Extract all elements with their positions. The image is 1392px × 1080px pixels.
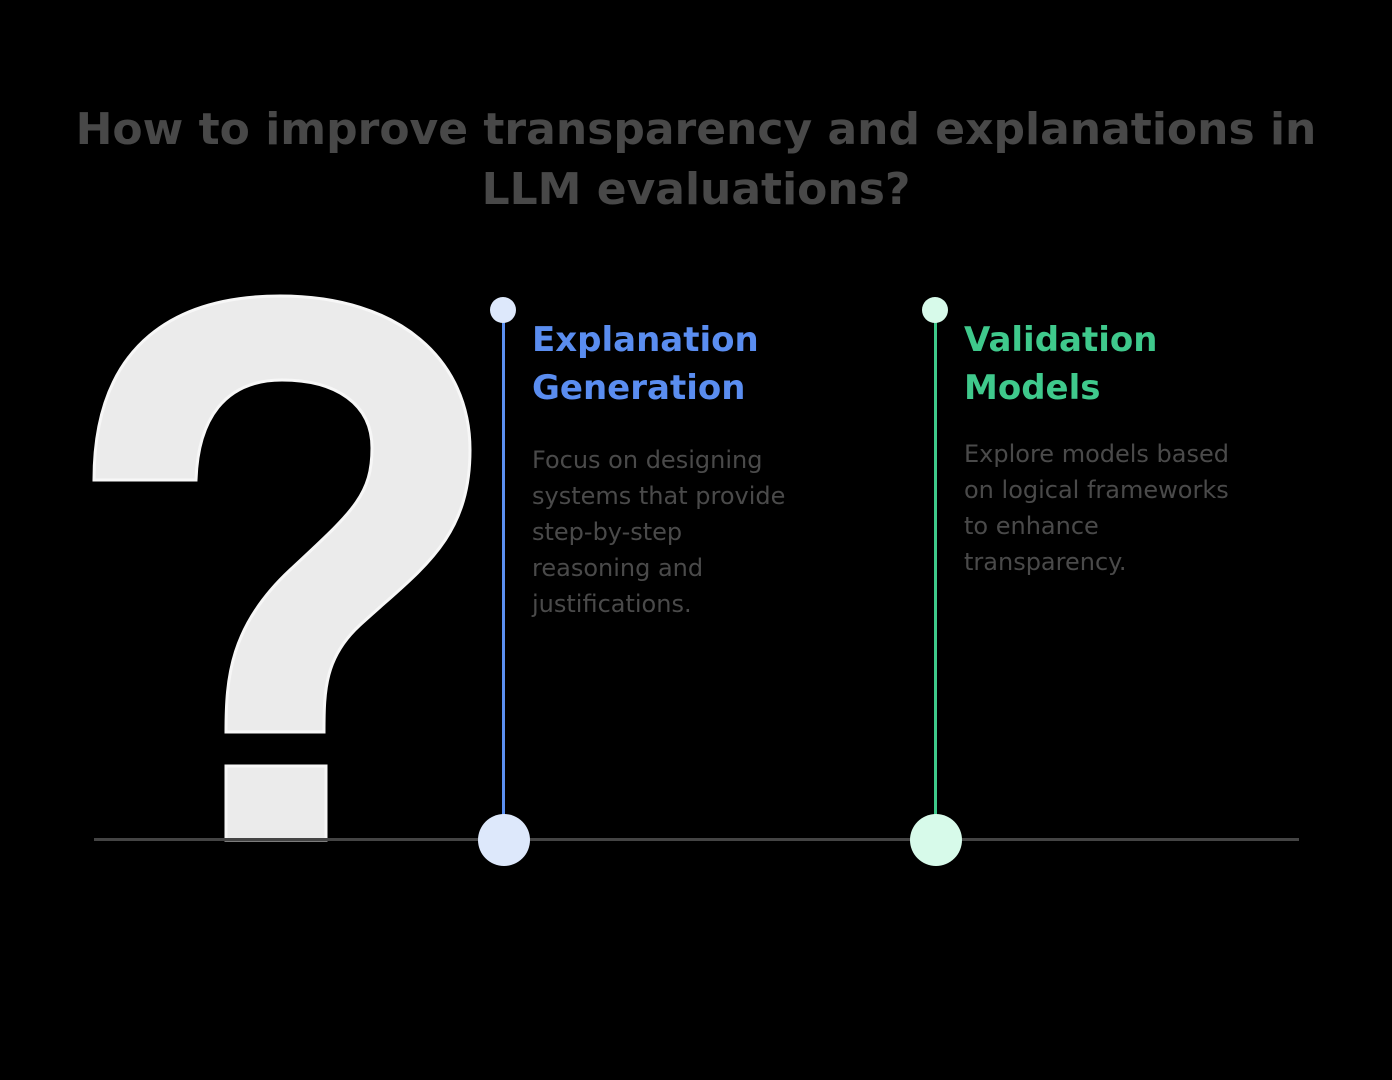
- validation-models-description: Explore models based on logical framewor…: [964, 440, 1229, 576]
- validation-models-title-line-1: Validation: [964, 320, 1158, 360]
- page-title: How to improve transparency and explanat…: [75, 104, 1317, 215]
- validation-models-title-line-2: Models: [964, 368, 1101, 408]
- explanation-generation-stem: [502, 312, 505, 816]
- validation-models-bottom-dot: [910, 814, 962, 866]
- validation-models-title: Validation Models: [964, 316, 1157, 412]
- explanation-generation-description: Focus on designing systems that provide …: [532, 446, 786, 618]
- explanation-generation-title: Explanation Generation: [532, 316, 759, 412]
- explanation-generation-title-line-1: Explanation: [532, 320, 759, 360]
- validation-models-stem: [934, 312, 937, 816]
- timeline-baseline: [94, 838, 1299, 841]
- explanation-generation-title-line-2: Generation: [532, 368, 746, 408]
- explanation-generation-bottom-dot: [478, 814, 530, 866]
- explanation-generation-top-dot: [490, 297, 516, 323]
- validation-models-top-dot: [922, 297, 948, 323]
